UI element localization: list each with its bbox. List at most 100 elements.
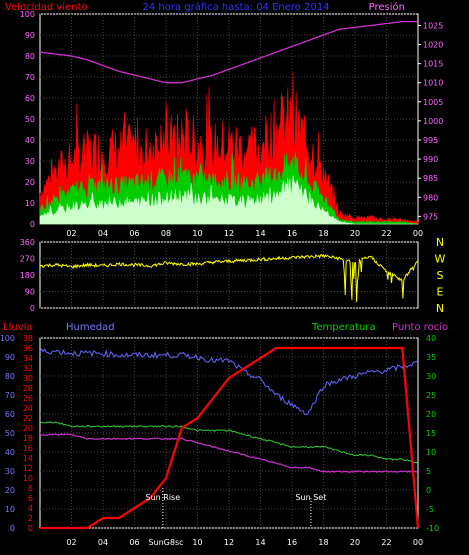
- humidity-scale-tick: 22: [23, 414, 33, 423]
- wind-time-tick: 10: [192, 229, 202, 238]
- pressure-tick-label: 995: [423, 136, 438, 145]
- weather-time-tick: 00: [413, 538, 423, 547]
- wind-tick-label: 30: [25, 157, 35, 166]
- pressure-line: [39, 20, 418, 84]
- wind-tick-label: 0: [30, 220, 35, 229]
- wind-time-tick: 12: [224, 229, 234, 238]
- wind-tick-label: 40: [25, 136, 35, 145]
- humidity-scale-tick: 24: [23, 404, 33, 413]
- pressure-tick-label: 985: [423, 174, 438, 183]
- compass-label: W: [435, 253, 446, 266]
- temperature-tick-label: -10: [426, 524, 439, 533]
- compass-label: N: [436, 236, 444, 249]
- pressure-tick-label: 975: [423, 212, 438, 221]
- humidity-line: [39, 348, 419, 416]
- temperature-tick-label: -5: [426, 505, 434, 514]
- wind-time-tick: 08: [161, 229, 171, 238]
- humidity-scale-tick: 38: [23, 334, 33, 343]
- direction-tick-label: 0: [30, 304, 35, 313]
- humidity-scale-tick: 36: [23, 344, 33, 353]
- wind-tick-label: 10: [25, 199, 35, 208]
- wind-time-tick: 06: [129, 229, 139, 238]
- weather-time-tick: 22: [381, 538, 391, 547]
- humidity-scale-tick: 8: [28, 484, 33, 493]
- direction-tick-label: 360: [20, 238, 35, 247]
- compass-label: E: [437, 286, 444, 299]
- pressure-tick-label: 1000: [423, 117, 443, 126]
- compass-label: N: [436, 302, 444, 315]
- temperature-tick-label: 35: [426, 353, 436, 362]
- rain-tick-label: 90: [5, 353, 15, 362]
- dewpoint-line: [39, 433, 419, 473]
- weather-time-tick: 12: [224, 538, 234, 547]
- rain-tick-label: 20: [5, 486, 15, 495]
- temperature-line: [39, 421, 419, 465]
- pressure-tick-label: 980: [423, 193, 438, 202]
- weather-time-tick: 04: [98, 538, 108, 547]
- pressure-tick-label: 1025: [423, 21, 443, 30]
- temperature-label: Temperatura: [311, 322, 376, 333]
- humidity-scale-tick: 26: [23, 394, 33, 403]
- temperature-tick-label: 5: [426, 467, 431, 476]
- rain-line: [40, 346, 420, 530]
- wind-low-area: [39, 175, 418, 225]
- rain-tick-label: 40: [5, 448, 15, 457]
- humidity-scale-tick: 32: [23, 364, 33, 373]
- dewpoint-label: Punto rocío: [392, 321, 448, 333]
- humidity-scale-tick: 2: [28, 514, 33, 523]
- temperature-tick-label: 10: [426, 448, 436, 457]
- pressure-tick-label: 1010: [423, 79, 443, 88]
- humidity-scale-tick: 12: [23, 464, 33, 473]
- wind-tick-label: 20: [25, 178, 35, 187]
- weather-time-tick: 20: [350, 538, 360, 547]
- wind-time-tick: 02: [66, 229, 76, 238]
- wind-tick-label: 80: [25, 52, 35, 61]
- humidity-scale-tick: 30: [23, 374, 33, 383]
- direction-tick-label: 180: [20, 271, 35, 280]
- temperature-tick-label: 40: [426, 334, 436, 343]
- chart-title: 24 hora gráfica hasta: 04 Enero 2014: [142, 1, 329, 13]
- wind-direction-line: [39, 253, 419, 303]
- wind-tick-label: 90: [25, 31, 35, 40]
- sunset-label: Sun Set: [295, 493, 326, 502]
- humidity-scale-tick: 10: [23, 474, 33, 483]
- compass-label: S: [437, 269, 444, 282]
- weather-time-tick: 16: [287, 538, 297, 547]
- pressure-tick-label: 1005: [423, 98, 443, 107]
- wind-time-tick: 04: [98, 229, 108, 238]
- temperature-tick-label: 0: [426, 486, 431, 495]
- wind-time-tick: 14: [255, 229, 265, 238]
- temperature-tick-label: 20: [426, 410, 436, 419]
- temperature-tick-label: 15: [426, 429, 436, 438]
- humidity-scale-tick: 14: [23, 454, 33, 463]
- temperature-tick-label: 25: [426, 391, 436, 400]
- weather-time-tick: SunG8sc: [148, 538, 183, 547]
- wind-tick-label: 60: [25, 94, 35, 103]
- humidity-scale-tick: 18: [23, 434, 33, 443]
- direction-tick-label: 270: [20, 255, 35, 264]
- humidity-scale-tick: 20: [23, 424, 33, 433]
- humidity-scale-tick: 34: [23, 354, 33, 363]
- humidity-scale-tick: 0: [28, 524, 33, 533]
- wind-time-tick: 00: [413, 229, 423, 238]
- rain-tick-label: 30: [5, 467, 15, 476]
- pressure-tick-label: 1020: [423, 41, 443, 50]
- humidity-scale-tick: 28: [23, 384, 33, 393]
- humidity-scale-tick: 16: [23, 444, 33, 453]
- humidity-label: Humedad: [66, 322, 115, 333]
- rain-tick-label: 100: [0, 334, 15, 343]
- wind-tick-label: 50: [25, 115, 35, 124]
- pressure-label: Presión: [369, 1, 405, 13]
- wind-tick-label: 70: [25, 73, 35, 82]
- rain-tick-label: 60: [5, 410, 15, 419]
- pressure-tick-label: 990: [423, 155, 438, 164]
- rain-tick-label: 80: [5, 372, 15, 381]
- weather-time-tick: 14: [255, 538, 265, 547]
- weather-time-tick: 18: [318, 538, 328, 547]
- weather-time-tick: 10: [192, 538, 202, 547]
- rain-tick-label: 0: [10, 524, 15, 533]
- weather-time-tick: 02: [66, 538, 76, 547]
- rain-tick-label: 10: [5, 505, 15, 514]
